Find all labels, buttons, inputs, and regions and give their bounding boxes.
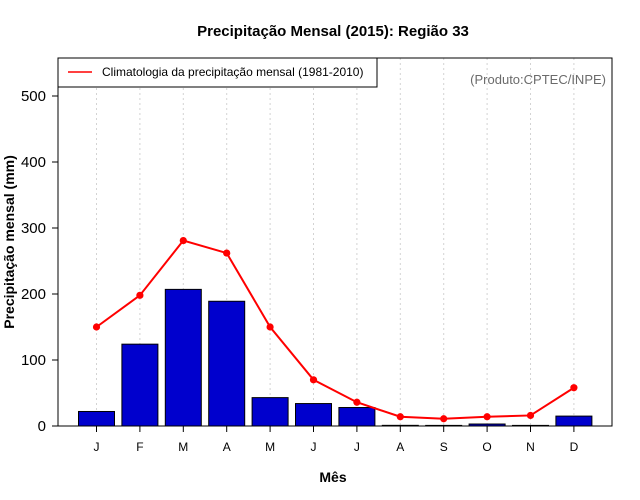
line-point bbox=[440, 415, 448, 423]
bar bbox=[121, 343, 159, 427]
line-point bbox=[266, 323, 274, 331]
x-tick-label: S bbox=[440, 440, 448, 454]
y-tick-label: 0 bbox=[38, 418, 46, 435]
x-tick-label: J bbox=[94, 440, 100, 454]
bar-series bbox=[78, 288, 593, 427]
line-point bbox=[526, 411, 535, 420]
bar bbox=[555, 415, 593, 427]
bar bbox=[338, 407, 376, 427]
bar bbox=[512, 424, 549, 427]
bar bbox=[468, 423, 506, 427]
x-tick-label: D bbox=[570, 440, 579, 454]
bar bbox=[381, 424, 419, 427]
line-point bbox=[353, 398, 361, 406]
legend: Climatologia da precipitação mensal (198… bbox=[57, 57, 378, 88]
bar bbox=[78, 410, 115, 427]
bar bbox=[164, 288, 202, 427]
line-point bbox=[309, 376, 318, 384]
line-point bbox=[570, 384, 578, 392]
legend-entry: Climatologia da precipitação mensal (198… bbox=[102, 65, 363, 79]
bar bbox=[425, 424, 463, 427]
y-tick-label: 400 bbox=[21, 154, 46, 171]
climatology-line-series bbox=[92, 236, 578, 423]
bar bbox=[251, 397, 289, 427]
x-tick-label: A bbox=[223, 440, 231, 454]
bar bbox=[208, 300, 246, 427]
x-tick-label: O bbox=[482, 440, 491, 454]
y-tick-label: 500 bbox=[21, 88, 46, 105]
line-point bbox=[483, 413, 491, 421]
chart-title: Precipitação Mensal (2015): Região 33 bbox=[197, 23, 469, 40]
line-point bbox=[92, 323, 101, 331]
credit-annotation: (Produto:CPTEC/INPE) bbox=[470, 72, 606, 87]
climatology-line bbox=[95, 239, 575, 420]
y-tick-label: 100 bbox=[21, 352, 46, 369]
x-axis-label: Mês bbox=[319, 469, 346, 485]
y-tick-label: 300 bbox=[21, 220, 46, 237]
x-tick-label: A bbox=[396, 440, 404, 454]
y-axis: 0 100 200 300 400 500 bbox=[21, 88, 58, 435]
line-point bbox=[136, 291, 144, 299]
x-tick-label: F bbox=[136, 440, 143, 454]
x-tick-label: M bbox=[265, 440, 275, 454]
x-tick-label: M bbox=[178, 440, 188, 454]
line-point bbox=[223, 249, 231, 257]
line-point bbox=[179, 236, 187, 245]
legend-box bbox=[57, 57, 378, 88]
bar bbox=[295, 403, 332, 427]
y-tick-label: 200 bbox=[21, 286, 46, 303]
x-tick-label: J bbox=[354, 440, 360, 454]
line-point bbox=[396, 413, 404, 421]
y-axis-label: Precipitação mensal (mm) bbox=[1, 155, 17, 329]
x-tick-label: J bbox=[311, 440, 317, 454]
x-tick-label: N bbox=[526, 440, 535, 454]
